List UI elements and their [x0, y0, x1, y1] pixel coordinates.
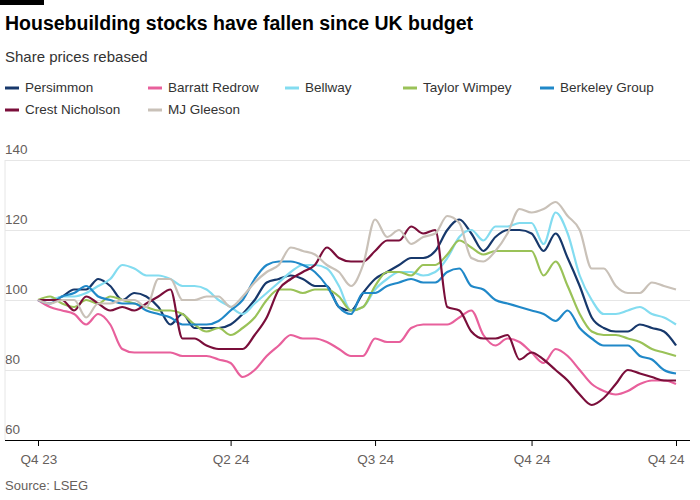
legend-label: Taylor Wimpey: [423, 80, 512, 95]
x-tick: Q2 24: [213, 440, 250, 467]
source: Source: LSEG: [5, 478, 88, 493]
x-tick: Q4 24: [514, 440, 551, 467]
x-tick-mark: [676, 440, 677, 446]
series-line: [38, 202, 676, 318]
legend-swatch: [285, 87, 299, 90]
x-tick-label: Q2 24: [213, 452, 250, 467]
chart: Housebuilding stocks have fallen since U…: [0, 0, 700, 500]
y-tick-label: 140: [5, 142, 28, 157]
legend-label: Persimmon: [25, 80, 93, 95]
y-tick-label: 80: [5, 352, 20, 367]
y-axis: 60 80 100 120 140: [5, 142, 690, 441]
legend-label: Bellway: [305, 80, 352, 95]
top-bar: [0, 0, 44, 5]
grid-line: [5, 370, 690, 371]
y-range-line: [5, 160, 6, 440]
y-tick-label: 60: [5, 422, 20, 437]
title: Housebuilding stocks have fallen since U…: [5, 12, 474, 34]
legend-label: MJ Gleeson: [168, 102, 240, 117]
legend-item: Taylor Wimpey: [403, 80, 512, 95]
legend-swatch: [148, 109, 162, 112]
subtitle: Share prices rebased: [5, 48, 148, 65]
series-line: [38, 220, 676, 346]
legend-swatch: [148, 87, 162, 90]
series-line: [38, 241, 676, 357]
legend-item: Crest Nicholson: [5, 102, 120, 117]
x-tick-label: Q4 24: [648, 452, 685, 467]
legend-label: Berkeley Group: [560, 80, 654, 95]
legend-item: Barratt Redrow: [148, 80, 259, 95]
x-tick-mark: [375, 440, 376, 446]
legend: Persimmon Barratt Redrow Bellway Taylor Wim…: [5, 80, 654, 117]
y-tick: 60: [5, 422, 690, 441]
y-tick: 120: [5, 212, 690, 231]
x-tick: Q3 24: [357, 440, 394, 467]
legend-item: Bellway: [285, 80, 352, 95]
grid-line: [5, 230, 690, 231]
x-axis-line: [39, 441, 677, 447]
y-tick-label: 100: [5, 282, 28, 297]
x-tick: Q4 24: [648, 440, 685, 467]
legend-swatch: [540, 87, 554, 90]
x-tick-label: Q3 24: [357, 452, 394, 467]
x-tick-label: Q4 24: [514, 452, 551, 467]
x-tick-mark: [231, 440, 232, 446]
legend-item: MJ Gleeson: [148, 102, 240, 117]
x-axis: Q4 23 Q2 24 Q3 24 Q4 24 Q4 24: [21, 440, 685, 467]
legend-swatch: [5, 109, 19, 112]
legend-item: Berkeley Group: [540, 80, 654, 95]
x-tick-mark: [532, 440, 533, 446]
legend-swatch: [403, 87, 417, 90]
grid-line: [5, 160, 690, 161]
x-tick-mark: [38, 440, 39, 446]
x-tick: Q4 23: [21, 440, 58, 467]
series-line: [38, 227, 676, 406]
y-tick-label: 120: [5, 212, 28, 227]
x-tick-label: Q4 23: [21, 452, 58, 467]
legend-label: Crest Nicholson: [25, 102, 120, 117]
lines: [38, 202, 676, 405]
legend-item: Persimmon: [5, 80, 93, 95]
legend-swatch: [5, 87, 19, 90]
y-tick: 140: [5, 142, 690, 161]
legend-label: Barratt Redrow: [168, 80, 259, 95]
